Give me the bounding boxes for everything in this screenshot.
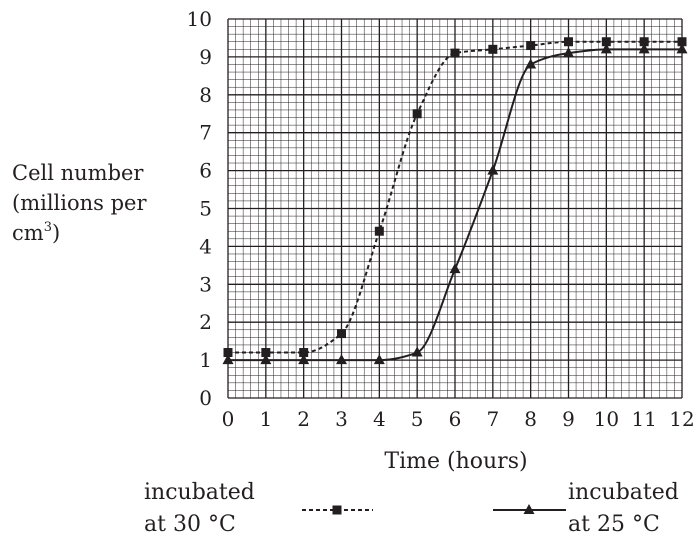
data-point-incubated-25c [298,354,310,365]
data-point-incubated-30c [677,37,687,47]
data-point-incubated-25c [449,263,461,274]
x-tick-label: 1 [259,407,272,431]
series-layer [222,37,688,365]
data-point-incubated-25c [525,58,537,69]
y-axis-unit-cm: cm [12,221,44,245]
x-tick-label: 7 [486,407,499,431]
legend-25c-line2: at 25 °C [568,512,660,537]
data-point-incubated-30c [526,41,536,51]
data-point-incubated-25c [336,354,347,365]
y-tick-label: 5 [199,197,212,221]
y-axis-unit-close: ) [51,221,61,245]
data-point-incubated-25c [222,354,234,365]
y-tick-label: 3 [199,272,212,296]
data-point-incubated-30c [639,37,649,47]
x-tick-label: 0 [222,407,235,431]
data-point-incubated-25c [487,164,499,175]
data-point-incubated-30c [374,226,384,236]
data-point-incubated-25c [373,354,385,365]
x-axis-title: Time (hours) [384,449,527,474]
data-point-incubated-30c [337,329,346,339]
data-point-incubated-25c [411,346,423,357]
y-tick-label: 10 [187,7,212,31]
legend-marker-incubated-30c [332,505,342,515]
x-tick-label: 9 [562,407,575,431]
y-tick-label: 0 [199,386,212,410]
data-point-incubated-30c [299,348,309,358]
x-tick-label: 3 [335,407,348,431]
y-axis-title-line1: Cell number [12,161,144,185]
y-tick-label: 1 [199,348,212,372]
data-point-incubated-30c [223,348,233,358]
y-tick-label: 2 [199,310,212,334]
x-tick-label: 6 [449,407,462,431]
data-point-incubated-30c [412,109,422,119]
data-point-incubated-25c [260,354,272,365]
y-axis-unit-exponent: 3 [43,220,52,235]
x-tick-label: 2 [297,407,310,431]
x-tick-label: 4 [373,407,386,431]
legend-30c-line1: incubated [144,480,255,505]
x-tick-label: 12 [669,407,694,431]
y-tick-label: 4 [199,234,212,258]
data-point-incubated-30c [488,44,498,54]
data-point-incubated-30c [601,37,611,47]
legend-symbols [302,504,566,515]
data-point-incubated-25c [638,43,650,54]
x-tick-label: 5 [411,407,424,431]
data-point-incubated-30c [261,348,271,358]
y-tick-label: 7 [199,121,212,145]
data-point-incubated-30c [450,48,460,58]
x-tick-label: 11 [631,407,656,431]
y-axis-title-line2: (millions per [12,191,147,215]
data-point-incubated-25c [600,43,612,54]
legend-30c-line2: at 30 °C [144,512,236,537]
data-point-incubated-30c [564,37,573,47]
y-tick-label: 8 [199,83,212,107]
data-point-incubated-25c [563,47,574,58]
y-axis-title-line3: cm3) [12,220,61,245]
legend-marker-incubated-25c [523,504,535,514]
y-tick-label: 9 [199,45,212,69]
y-tick-label: 6 [199,159,212,183]
data-point-incubated-25c [676,43,688,54]
x-tick-label: 10 [594,407,619,431]
x-tick-label: 8 [524,407,537,431]
legend-25c-line1: incubated [568,480,679,505]
